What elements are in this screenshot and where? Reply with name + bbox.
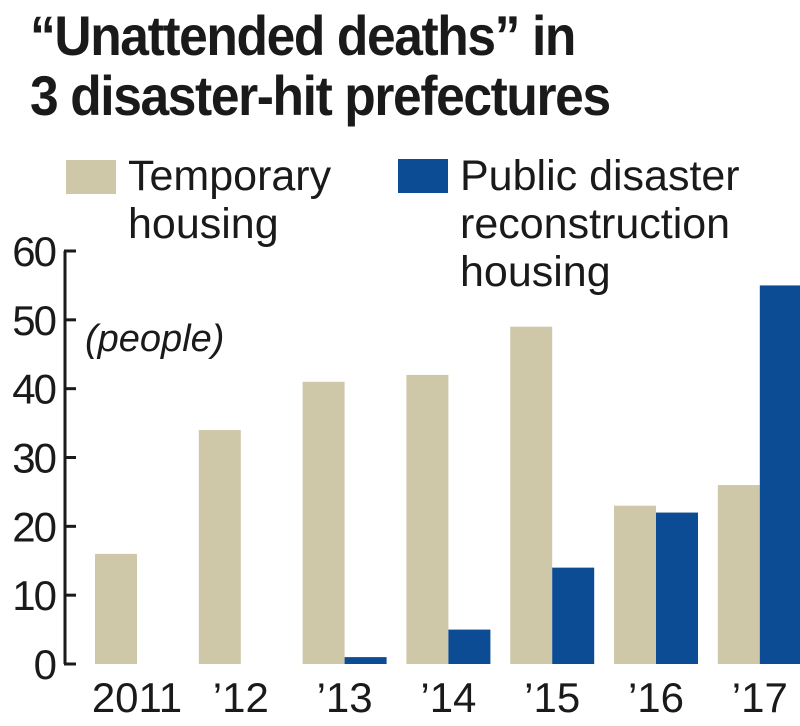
y-tick-label: 50 [12, 297, 55, 344]
x-tick-label: ’14 [420, 674, 476, 721]
legend-line: reconstruction [460, 200, 731, 248]
bar-temporary-1 [198, 429, 241, 664]
legend-swatch-public [398, 159, 448, 193]
x-tick-label: 2011 [92, 674, 182, 721]
bar-public-4 [552, 567, 595, 664]
y-tick-label: 30 [12, 435, 55, 482]
bar-public-3 [448, 629, 491, 664]
bar-temporary-3 [406, 374, 449, 664]
bar-temporary-2 [302, 381, 345, 664]
bar-temporary-6 [717, 485, 760, 664]
x-tick-label: ’16 [628, 674, 684, 721]
x-tick-label: ’13 [317, 674, 373, 721]
legend-label-public: Public disaster reconstruction housing [460, 152, 740, 296]
legend-line: Public disaster [460, 152, 740, 200]
x-tick-label: ’17 [732, 674, 788, 721]
x-tick-label: ’12 [213, 674, 269, 721]
y-tick-label: 40 [12, 366, 55, 413]
legend-label-temporary: Temporary housing [128, 152, 331, 248]
legend-line: housing [128, 200, 279, 248]
chart-title-line-1: “Unattended deaths” in [30, 4, 576, 67]
y-unit-label: (people) [85, 318, 225, 360]
chart-title: “Unattended deaths” in 3 disaster-hit pr… [30, 4, 611, 127]
bar-public-5 [656, 512, 698, 664]
y-tick-label: 0 [34, 641, 56, 688]
bar-temporary-4 [510, 326, 553, 664]
bar-public-6 [759, 285, 800, 664]
legend-line: housing [460, 248, 611, 296]
y-tick-label: 10 [12, 572, 55, 619]
x-tick-label: ’15 [524, 674, 580, 721]
bar-temporary-5 [614, 505, 656, 664]
legend-line: Temporary [128, 152, 332, 200]
bar-temporary-0 [95, 553, 137, 664]
legend-swatch-temporary [66, 160, 116, 194]
bar-public-2 [344, 657, 387, 664]
chart-title-line-2: 3 disaster-hit prefectures [30, 64, 611, 127]
y-tick-label: 20 [12, 503, 55, 550]
y-tick-label: 60 [12, 228, 55, 275]
